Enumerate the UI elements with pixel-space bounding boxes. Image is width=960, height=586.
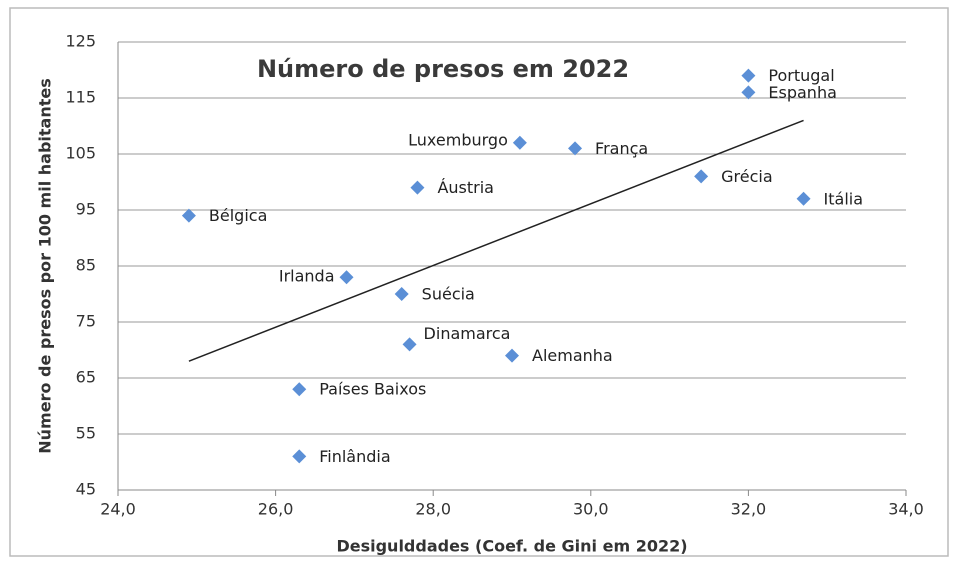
x-tick-label: 30,0 [573, 500, 609, 519]
chart-title: Número de presos em 2022 [257, 55, 629, 83]
point [741, 85, 756, 100]
x-tick-label: 26,0 [258, 500, 294, 519]
point-label: Finlândia [319, 447, 390, 466]
point [512, 135, 527, 150]
y-tick-label: 65 [76, 368, 96, 387]
y-tick-label: 105 [65, 144, 96, 163]
point-label: Áustria [437, 178, 494, 197]
x-axis-title: Desigulddades (Coef. de Gini em 2022) [336, 537, 687, 556]
x-tick-label: 28,0 [415, 500, 451, 519]
y-tick-label: 45 [76, 480, 96, 499]
y-tick-label: 55 [76, 424, 96, 443]
point [741, 68, 756, 83]
point-label: França [595, 139, 648, 158]
point [505, 348, 519, 363]
point-label: Espanha [768, 83, 837, 102]
point-label: Alemanha [532, 346, 613, 365]
x-tick-label: 24,0 [100, 500, 136, 519]
point [410, 180, 425, 195]
point [292, 382, 307, 397]
point [568, 141, 583, 156]
point-label: Países Baixos [319, 380, 426, 399]
trendline [188, 119, 804, 362]
point [181, 208, 196, 223]
y-tick-label: 75 [76, 312, 96, 331]
point-label: Irlanda [279, 267, 335, 286]
x-tick-label: 32,0 [731, 500, 767, 519]
point [796, 191, 811, 206]
chart-frame [9, 7, 949, 557]
point [292, 449, 307, 464]
point-label: Itália [824, 189, 864, 208]
y-tick-label: 125 [65, 32, 96, 51]
point [394, 287, 409, 301]
point-label: Portugal [768, 66, 834, 85]
point [694, 169, 709, 184]
point-label: Luxemburgo [408, 130, 508, 149]
point [339, 270, 354, 285]
y-tick-label: 115 [65, 88, 96, 107]
point-label: Suécia [422, 285, 475, 304]
point-label: Bélgica [209, 206, 267, 225]
y-tick-label: 95 [76, 200, 96, 219]
x-tick-label: 34,0 [888, 500, 924, 519]
y-axis-title: Número de presos por 100 mil habitantes [36, 78, 55, 454]
point-label: Grécia [721, 167, 773, 186]
point [402, 337, 417, 352]
y-tick-label: 85 [76, 256, 96, 275]
point-label: Dinamarca [424, 324, 511, 343]
